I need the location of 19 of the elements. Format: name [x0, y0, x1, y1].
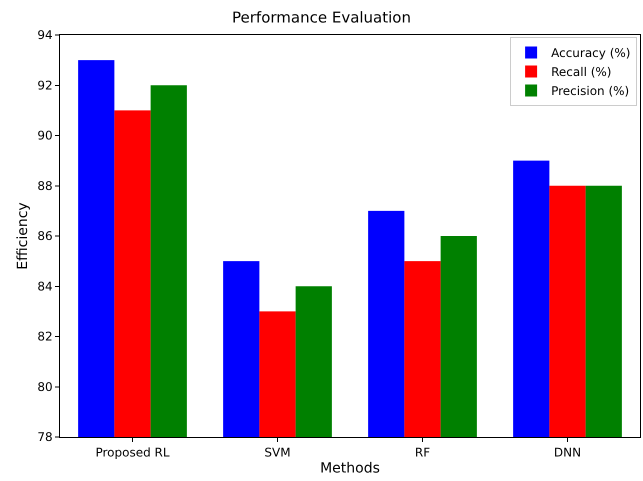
y-tick-label: 78	[37, 430, 53, 444]
y-tick-label: 92	[37, 78, 53, 92]
chart-title: Performance Evaluation	[232, 8, 411, 27]
y-tick-label: 88	[37, 178, 53, 193]
y-tick-label: 82	[37, 330, 53, 344]
x-tick-label: Proposed RL	[95, 445, 170, 460]
x-axis-title: Methods	[320, 460, 380, 477]
y-tick-label: 94	[37, 28, 53, 42]
y-tick-label: 84	[37, 279, 53, 294]
legend-label: Accuracy (%)	[551, 46, 630, 60]
y-tick-label: 90	[37, 128, 53, 143]
x-tick-label: DNN	[554, 445, 582, 460]
y-axis-title: Efficiency	[14, 202, 31, 270]
x-tick-label: RF	[414, 445, 430, 460]
y-tick-label: 86	[37, 229, 53, 244]
y-tick-label: 80	[37, 380, 53, 394]
legend-label: Precision (%)	[551, 84, 630, 98]
legend-label: Recall (%)	[551, 65, 612, 80]
x-tick-label: SVM	[264, 445, 291, 460]
